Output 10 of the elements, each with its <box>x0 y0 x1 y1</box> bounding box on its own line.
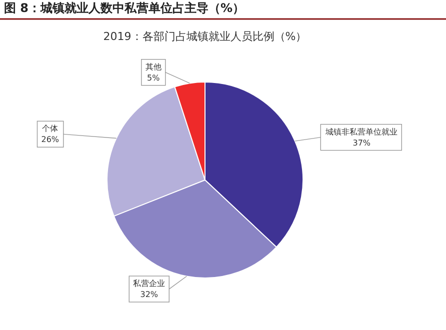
data-label: 5% <box>147 73 160 82</box>
data-label: 37% <box>352 138 371 148</box>
slice-label: 城镇非私营单位就业 <box>324 127 398 136</box>
slice-label: 其他 <box>145 62 162 72</box>
slice-label: 私营企业 <box>133 279 166 288</box>
slice-label: 个体 <box>42 124 58 134</box>
data-label: 26% <box>41 135 60 144</box>
chart-title: 图 8：城镇就业人数中私营单位占主导（%） <box>4 1 245 15</box>
chart-subtitle: 2019：各部门占城镇就业人员比例（%） <box>103 30 307 43</box>
data-label: 32% <box>140 290 158 300</box>
